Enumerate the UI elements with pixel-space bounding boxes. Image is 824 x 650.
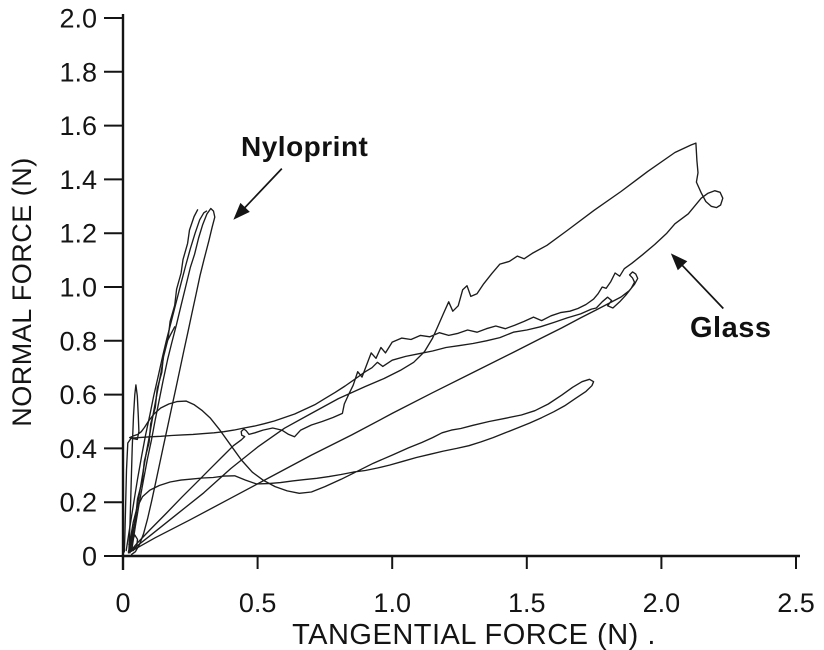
glass-curve (123, 142, 724, 554)
arrow-glass (670, 253, 724, 310)
y-tick-label: 0.6 (59, 380, 97, 410)
x-tick-label: 0 (115, 588, 130, 618)
x-tick-label: 2.5 (777, 588, 815, 618)
nyloprint-curve (125, 207, 216, 556)
x-tick-label: 2.0 (643, 588, 681, 618)
y-tick-label: 0 (82, 542, 97, 572)
y-tick-label: 1.0 (59, 273, 97, 303)
annotation-label-glass: Glass (690, 312, 772, 344)
arrow-glass-head (670, 253, 688, 271)
axes: 0 0.2 0.4 0.6 0.8 1.0 1.2 1.4 1.6 1.8 2.0 0 0.5 1.0 1.… (59, 4, 814, 619)
y-tick-label: 1.4 (59, 165, 97, 195)
y-tick-label: 1.6 (59, 111, 97, 141)
x-axis-title: TANGENTIAL FORCE (N) . (292, 619, 656, 650)
x-tick-label: 0.5 (239, 588, 277, 618)
y-axis-title: NORMAL FORCE (N) (7, 157, 37, 427)
x-tick-label: 1.5 (508, 588, 546, 618)
arrow-nyloprint-head (233, 202, 250, 220)
x-tick-label: 1.0 (373, 588, 411, 618)
y-tick-label: 1.8 (59, 57, 97, 87)
y-tick-label: 1.2 (59, 219, 97, 249)
y-tick-label: 0.2 (59, 488, 97, 518)
y-tick-label: 0.4 (59, 434, 97, 464)
y-tick-label: 2.0 (59, 4, 97, 34)
y-tick-label: 0.8 (59, 326, 97, 356)
annotation-label-nyloprint: Nyloprint (241, 131, 369, 162)
arrow-nyloprint (233, 168, 283, 220)
